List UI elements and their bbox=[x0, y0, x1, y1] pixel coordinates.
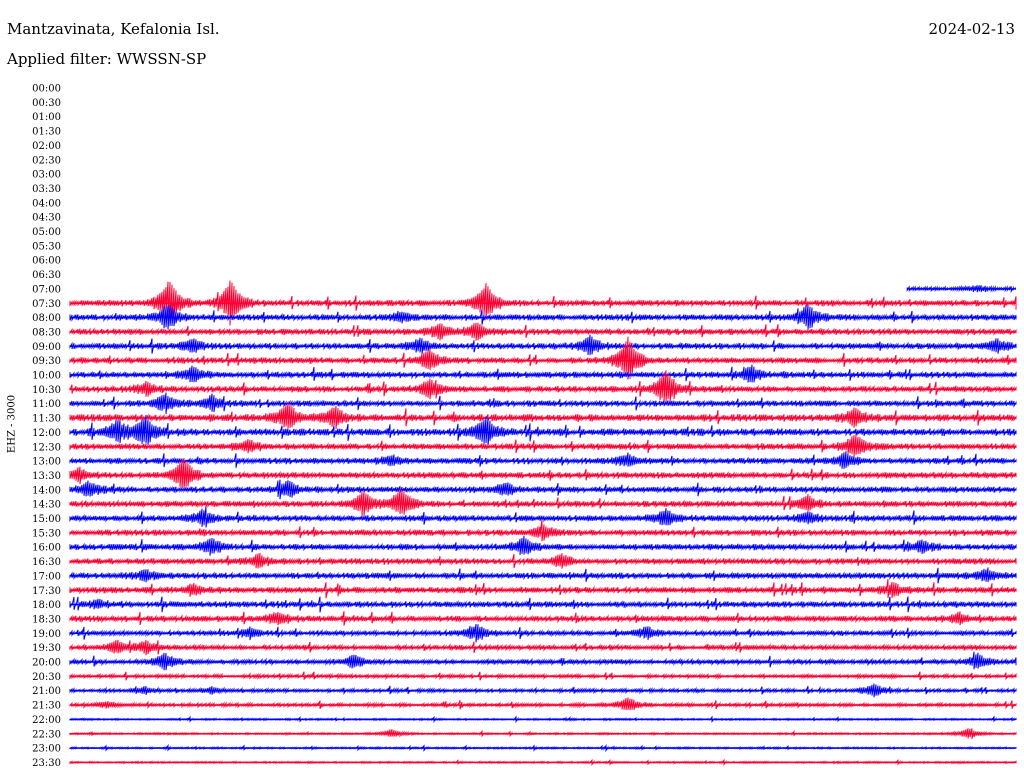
row-time-label: 05:00 bbox=[32, 227, 61, 238]
trace-row bbox=[69, 434, 1017, 457]
row-time-label: 06:00 bbox=[32, 256, 61, 267]
row-time-label: 15:30 bbox=[32, 528, 61, 539]
row-time-label: 07:00 bbox=[32, 284, 61, 295]
trace-row bbox=[69, 651, 1017, 671]
row-time-label: 04:00 bbox=[32, 198, 61, 209]
row-time-label: 04:30 bbox=[32, 213, 61, 224]
row-time-label: 10:30 bbox=[32, 385, 61, 396]
trace-row bbox=[69, 489, 1017, 517]
row-time-label: 12:30 bbox=[32, 442, 61, 453]
row-time-label: 22:00 bbox=[32, 715, 61, 726]
row-time-label: 08:30 bbox=[32, 327, 61, 338]
row-time-label: 22:30 bbox=[32, 729, 61, 740]
row-time-label: 13:00 bbox=[32, 457, 61, 468]
trace-row bbox=[69, 579, 1017, 599]
row-time-label: 09:30 bbox=[32, 356, 61, 367]
trace-row bbox=[69, 451, 1017, 469]
row-time-label: 10:00 bbox=[32, 371, 61, 382]
row-time-label: 02:00 bbox=[32, 141, 61, 152]
row-time-label: 20:30 bbox=[32, 672, 61, 683]
row-time-label: 03:30 bbox=[32, 184, 61, 195]
row-time-label: 13:30 bbox=[32, 471, 61, 482]
row-time-label: 00:30 bbox=[32, 98, 61, 109]
row-time-label: 23:30 bbox=[32, 758, 61, 769]
row-time-label: 08:00 bbox=[32, 313, 61, 324]
row-time-label: 18:00 bbox=[32, 600, 61, 611]
row-time-label: 15:00 bbox=[32, 514, 61, 525]
station-title: Mantzavinata, Kefalonia Isl. bbox=[7, 20, 220, 38]
row-time-label: 11:30 bbox=[32, 414, 61, 425]
trace-row bbox=[69, 458, 1017, 490]
row-time-label: 01:30 bbox=[32, 127, 61, 138]
trace-row bbox=[69, 697, 1017, 711]
trace-row bbox=[69, 364, 1017, 383]
row-time-label: 14:00 bbox=[32, 485, 61, 496]
row-time-label: 01:00 bbox=[32, 112, 61, 123]
row-time-label: 17:00 bbox=[32, 571, 61, 582]
row-time-label: 09:00 bbox=[32, 342, 61, 353]
row-time-label: 23:00 bbox=[32, 744, 61, 755]
row-time-label: 18:30 bbox=[32, 614, 61, 625]
row-time-label: 21:00 bbox=[32, 686, 61, 697]
row-time-label: 00:00 bbox=[32, 84, 61, 95]
trace-row bbox=[69, 552, 1017, 569]
row-time-label: 05:30 bbox=[32, 241, 61, 252]
date-label: 2024-02-13 bbox=[928, 20, 1015, 38]
trace-row bbox=[69, 334, 1017, 356]
filter-label: Applied filter: WWSSN-SP bbox=[7, 50, 207, 68]
row-time-label: 16:30 bbox=[32, 557, 61, 568]
row-time-label: 17:30 bbox=[32, 586, 61, 597]
row-time-label: 19:00 bbox=[32, 629, 61, 640]
trace-row bbox=[69, 535, 1017, 556]
row-time-label: 19:30 bbox=[32, 643, 61, 654]
row-time-label: 02:30 bbox=[32, 155, 61, 166]
row-time-label: 21:30 bbox=[32, 701, 61, 712]
trace-row bbox=[69, 506, 1017, 528]
row-time-label: 06:30 bbox=[32, 270, 61, 281]
row-time-label: 16:00 bbox=[32, 543, 61, 554]
trace-row bbox=[69, 402, 1017, 429]
row-time-label: 07:30 bbox=[32, 299, 61, 310]
row-time-label: 20:00 bbox=[32, 658, 61, 669]
row-time-label: 14:30 bbox=[32, 500, 61, 511]
row-time-label: 03:00 bbox=[32, 170, 61, 181]
row-time-label: 11:00 bbox=[32, 399, 61, 410]
row-time-label: 12:00 bbox=[32, 428, 61, 439]
